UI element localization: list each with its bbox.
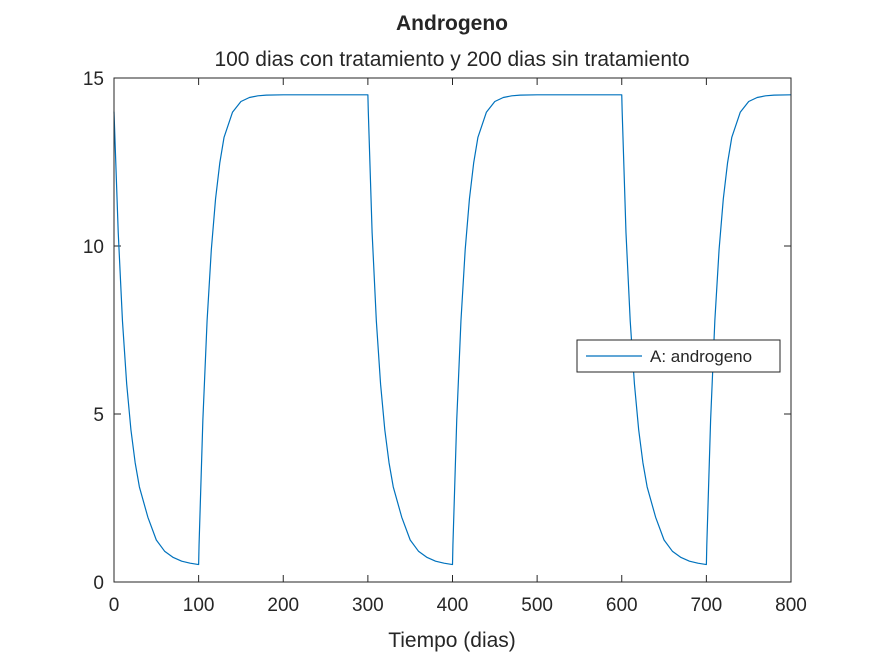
axis-tick-labels: 0 100 200 300 400 500 600 700 800 0 5 10 15 [83, 69, 807, 616]
x-tick-label: 500 [521, 595, 553, 616]
y-tick-label: 0 [93, 573, 104, 594]
axes-box [113, 77, 792, 583]
chart-subtitle: 100 dias con tratamiento y 200 dias sin … [214, 48, 689, 71]
legend-label: A: androgeno [650, 347, 752, 366]
x-tick-label: 0 [109, 595, 120, 616]
x-tick-label: 100 [183, 595, 215, 616]
plot-area [114, 78, 791, 582]
x-tick-label: 600 [606, 595, 638, 616]
x-tick-label: 200 [267, 595, 299, 616]
series-line [113, 94, 792, 566]
y-tick-label: 5 [93, 405, 104, 426]
x-tick-label: 700 [691, 595, 723, 616]
series-layer [113, 94, 792, 566]
legend: A: androgeno [576, 339, 781, 373]
x-tick-label: 800 [775, 595, 807, 616]
x-tick-label: 400 [437, 595, 469, 616]
y-tick-label: 10 [83, 237, 104, 258]
x-axis-label: Tiempo (dias) [388, 629, 516, 652]
chart-title: Androgeno [396, 12, 508, 35]
y-tick-label: 15 [83, 69, 104, 90]
x-tick-label: 300 [352, 595, 384, 616]
